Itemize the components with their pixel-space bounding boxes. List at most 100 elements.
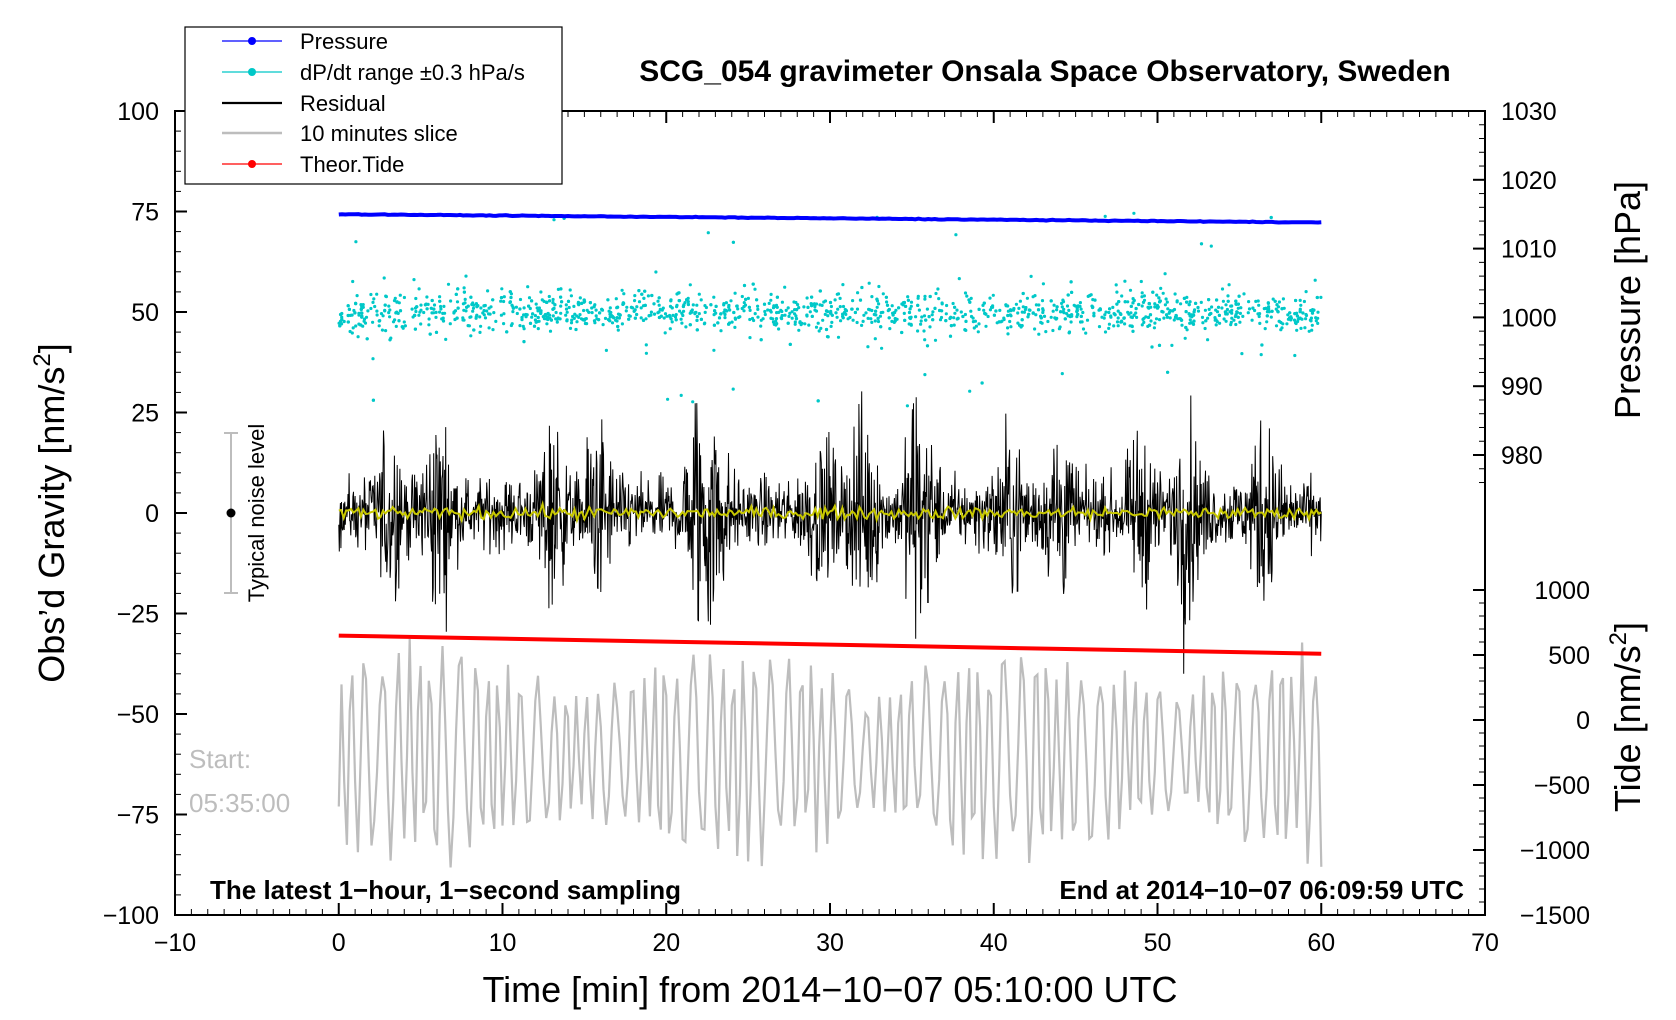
dpdt-point: [1020, 310, 1024, 314]
dpdt-point: [1304, 317, 1308, 321]
dpdt-point: [1059, 310, 1063, 314]
dpdt-point: [1207, 298, 1211, 302]
dpdt-point: [747, 305, 752, 309]
dpdt-point: [674, 318, 678, 322]
dpdt-point: [938, 318, 943, 322]
dpdt-point: [351, 326, 355, 330]
dpdt-point: [724, 308, 728, 313]
dpdt-point: [373, 304, 377, 309]
dpdt-point: [828, 311, 833, 315]
dpdt-point: [542, 299, 546, 303]
dpdt-point: [953, 305, 957, 309]
start-label: Start:: [189, 744, 251, 774]
dpdt-point: [382, 276, 386, 280]
dpdt-point: [772, 304, 776, 308]
dpdt-point: [338, 324, 342, 328]
dpdt-point: [402, 320, 406, 324]
dpdt-point: [1299, 326, 1303, 330]
pressure-tick-label: 1020: [1501, 167, 1557, 195]
dpdt-point: [635, 305, 639, 309]
dpdt-point: [559, 287, 563, 291]
tide-axis-label-end: ]: [1607, 622, 1648, 632]
dpdt-point: [699, 317, 704, 321]
dpdt-point: [1215, 298, 1219, 302]
dpdt-point: [1310, 323, 1314, 327]
dpdt-point: [704, 305, 709, 310]
dpdt-point: [644, 351, 649, 355]
dpdt-point: [1057, 327, 1061, 331]
dpdt-point: [753, 312, 757, 316]
dpdt-point: [762, 302, 767, 306]
dpdt-point: [383, 309, 387, 313]
dpdt-point: [824, 309, 829, 313]
dpdt-point: [552, 218, 556, 222]
dpdt-point: [1162, 316, 1166, 320]
dpdt-point: [1072, 303, 1076, 307]
dpdt-point: [412, 278, 416, 282]
dpdt-point: [1168, 316, 1172, 320]
dpdt-point: [1270, 309, 1274, 313]
dpdt-point: [1188, 300, 1192, 304]
dpdt-point: [469, 334, 473, 338]
dpdt-point: [633, 316, 637, 320]
dpdt-point: [1044, 330, 1048, 334]
dpdt-point: [549, 318, 554, 322]
dpdt-point: [633, 308, 637, 312]
dpdt-point: [419, 303, 423, 307]
dpdt-point: [1140, 295, 1144, 299]
dpdt-point: [1018, 299, 1023, 303]
pressure-tick-label: 1000: [1501, 304, 1557, 332]
dpdt-point: [969, 296, 973, 300]
dpdt-point: [440, 317, 444, 321]
dpdt-point: [1256, 299, 1260, 303]
dpdt-point: [338, 312, 343, 317]
dpdt-point: [502, 295, 506, 299]
smoothed-series-group: [338, 500, 1322, 524]
dpdt-point: [1312, 308, 1316, 312]
dpdt-point: [1027, 308, 1031, 312]
dpdt-point: [1310, 311, 1315, 315]
dpdt-point: [803, 322, 807, 326]
dpdt-point: [1214, 323, 1218, 327]
dpdt-point: [763, 309, 767, 314]
dpdt-point: [784, 308, 788, 312]
dpdt-point: [417, 313, 421, 317]
dpdt-point: [536, 315, 540, 320]
dpdt-point: [1276, 310, 1280, 314]
dpdt-point: [388, 315, 392, 319]
dpdt-point: [694, 310, 698, 314]
dpdt-point: [835, 315, 839, 319]
dpdt-point: [851, 318, 855, 322]
dpdt-point: [1301, 311, 1305, 315]
end-time-note: End at 2014−10−07 06:09:59 UTC: [1059, 875, 1464, 905]
dpdt-point: [997, 320, 1001, 324]
dpdt-point: [564, 303, 568, 307]
dpdt-point: [652, 302, 656, 306]
dpdt-point: [748, 317, 752, 322]
dpdt-point: [677, 299, 682, 303]
dpdt-point: [1274, 307, 1278, 311]
dpdt-point: [1152, 326, 1156, 330]
dpdt-point: [1148, 323, 1152, 327]
dpdt-point: [508, 290, 512, 294]
dpdt-point: [1055, 305, 1059, 309]
dpdt-point: [1040, 299, 1045, 303]
dpdt-point: [1234, 313, 1238, 317]
dpdt-point: [617, 316, 621, 320]
dpdt-point: [742, 301, 746, 305]
dpdt-point: [379, 312, 384, 316]
dpdt-point: [906, 298, 911, 302]
dpdt-point: [728, 308, 732, 312]
dpdt-point: [1132, 211, 1136, 215]
pressure-tick-label: 990: [1501, 373, 1543, 401]
dpdt-point: [425, 307, 429, 311]
dpdt-point: [594, 314, 598, 318]
start-time: 05:35:00: [189, 788, 290, 818]
dpdt-point: [1004, 303, 1008, 307]
dpdt-point: [564, 313, 568, 317]
dpdt-point: [1307, 329, 1311, 333]
dpdt-point: [387, 311, 391, 315]
dpdt-point: [934, 291, 938, 296]
dpdt-point: [925, 344, 930, 348]
dpdt-point: [1008, 308, 1013, 312]
